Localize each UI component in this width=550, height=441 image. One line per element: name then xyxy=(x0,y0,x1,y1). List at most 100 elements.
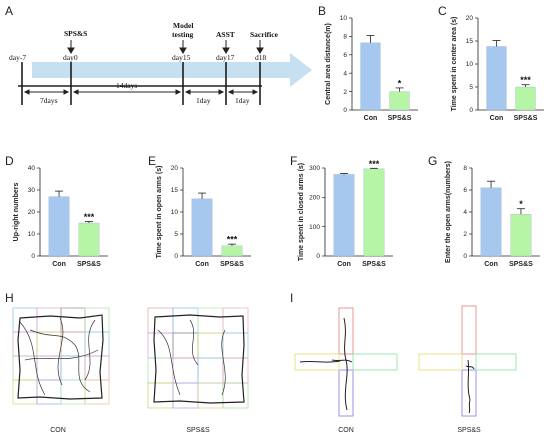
y-axis-label: Time spent in open arms (s) xyxy=(156,166,163,259)
open-field-con: CON xyxy=(12,307,110,434)
y-tick-label: 4 xyxy=(463,209,467,216)
bar xyxy=(360,42,381,111)
y-tick-label: 20 xyxy=(466,15,474,22)
y-tick-label: 10 xyxy=(28,231,36,238)
category-label: Con xyxy=(484,261,498,268)
y-tick-label: 20 xyxy=(171,165,179,172)
bar xyxy=(78,222,100,257)
panel-label-g: G xyxy=(428,154,437,168)
y-tick-label: 5 xyxy=(174,231,178,238)
y-tick-label: 30 xyxy=(28,187,36,194)
event-label-2a: Model xyxy=(173,21,193,30)
category-label: Con xyxy=(337,261,351,268)
y-axis-label: Enter the open arms(numbers) xyxy=(445,161,452,263)
panel-label-e: E xyxy=(148,154,156,168)
panel-label-a: A xyxy=(5,4,13,18)
y-tick-label: 0 xyxy=(31,253,35,260)
y-tick-label: 10 xyxy=(171,209,179,216)
category-label: Con xyxy=(52,261,66,268)
y-tick-label: 15 xyxy=(466,38,474,45)
day-label-1: day-7 xyxy=(9,53,26,62)
category-label: Con xyxy=(490,115,504,122)
event-label-4: Sacrifice xyxy=(250,30,279,39)
open-field-sps: SPS&S xyxy=(147,307,249,434)
timeline-arrow xyxy=(32,53,312,87)
day-label-2: day0 xyxy=(63,53,78,62)
event-arrows xyxy=(67,40,264,54)
bar xyxy=(510,214,532,257)
y-tick-label: 0 xyxy=(343,107,347,114)
y-tick-label: 0 xyxy=(463,253,467,260)
y-tick-label: 5 xyxy=(469,84,473,91)
plus-maze-con: CON xyxy=(294,307,398,434)
bar xyxy=(48,196,70,257)
category-label: SPS&S xyxy=(220,261,244,268)
category-label: SPS&S xyxy=(514,115,538,122)
bar xyxy=(191,198,213,257)
category-label: SPS&S xyxy=(362,261,386,268)
track-label-i-sps: SPS&S xyxy=(457,427,481,434)
y-axis-label: Central area distance(m) xyxy=(325,23,332,105)
timeline: day-7 day0 day15 day17 d18 SPS&S Model t… xyxy=(9,21,312,105)
chart-central-distance: 0 2 4 6 8 10 Con * SPS&S Central area distance(m) xyxy=(325,15,418,122)
event-label-2b: testing xyxy=(172,30,193,39)
panel-label-i: I xyxy=(290,291,293,305)
bar xyxy=(221,245,243,257)
day-label-3: day15 xyxy=(172,53,191,62)
chart-closed-arms-time: 0 100 200 300 Con *** SPS&S Time spent in close… xyxy=(298,159,393,268)
y-tick-label: 20 xyxy=(28,209,36,216)
bar xyxy=(363,168,385,257)
panel-label-d: D xyxy=(5,154,14,168)
day-label-5: d18 xyxy=(255,53,267,62)
significance-mark: * xyxy=(519,199,523,209)
panel-label-b: B xyxy=(318,4,326,18)
track-label-i-con: CON xyxy=(338,427,354,434)
y-tick-label: 8 xyxy=(463,165,467,172)
category-label: SPS&S xyxy=(509,261,533,268)
y-tick-label: 6 xyxy=(343,52,347,59)
significance-mark: *** xyxy=(369,159,380,169)
y-tick-label: 6 xyxy=(463,187,467,194)
bar xyxy=(333,174,355,257)
y-tick-label: 0 xyxy=(316,253,320,260)
interval-label-2: 14days xyxy=(116,81,137,90)
track-label-h-con: CON xyxy=(50,427,66,434)
day-label-4: day17 xyxy=(216,53,235,62)
y-tick-label: 2 xyxy=(463,231,467,238)
y-tick-label: 10 xyxy=(340,15,348,22)
category-label: Con xyxy=(364,115,378,122)
y-tick-label: 15 xyxy=(171,187,179,194)
category-label: Con xyxy=(195,261,209,268)
bar xyxy=(515,86,536,111)
interval-label-1: 7days xyxy=(40,96,58,105)
y-axis-label: Up-right numbers xyxy=(13,183,20,242)
y-tick-label: 2 xyxy=(343,89,347,96)
interval-label-3: 1day xyxy=(196,96,211,105)
y-tick-label: 100 xyxy=(309,224,320,231)
panel-label-f: F xyxy=(290,154,297,168)
y-tick-label: 10 xyxy=(466,61,474,68)
y-tick-label: 4 xyxy=(343,70,347,77)
bar xyxy=(486,46,507,111)
chart-open-arms-time: 0 5 10 15 20 Con *** SPS&S Time spent in open ar… xyxy=(156,165,251,268)
category-label: SPS&S xyxy=(388,115,412,122)
chart-open-arm-entries: 0 2 4 6 8 Con * SPS&S Enter the open arms(number… xyxy=(445,161,540,268)
y-axis-label: Time spent in center area (s) xyxy=(451,17,458,112)
significance-mark: *** xyxy=(520,75,531,85)
interval-arrows xyxy=(23,89,259,95)
panel-label-h: H xyxy=(5,291,14,305)
significance-mark: *** xyxy=(227,235,238,245)
event-label-3: ASST xyxy=(216,30,235,39)
significance-mark: *** xyxy=(84,212,95,222)
y-tick-label: 0 xyxy=(174,253,178,260)
significance-mark: * xyxy=(398,78,402,88)
track-label-h-sps: SPS&S xyxy=(186,427,210,434)
event-label-1: SPS&S xyxy=(64,29,87,38)
bar xyxy=(389,91,410,111)
plus-maze-sps: SPS&S xyxy=(418,305,517,434)
y-tick-label: 0 xyxy=(469,107,473,114)
chart-upright: 0 10 20 30 40 Con *** SPS&S Up-right numbers xyxy=(13,165,108,268)
y-tick-label: 200 xyxy=(309,195,320,202)
y-axis-label: Time spent in closed arms (s) xyxy=(298,163,305,261)
